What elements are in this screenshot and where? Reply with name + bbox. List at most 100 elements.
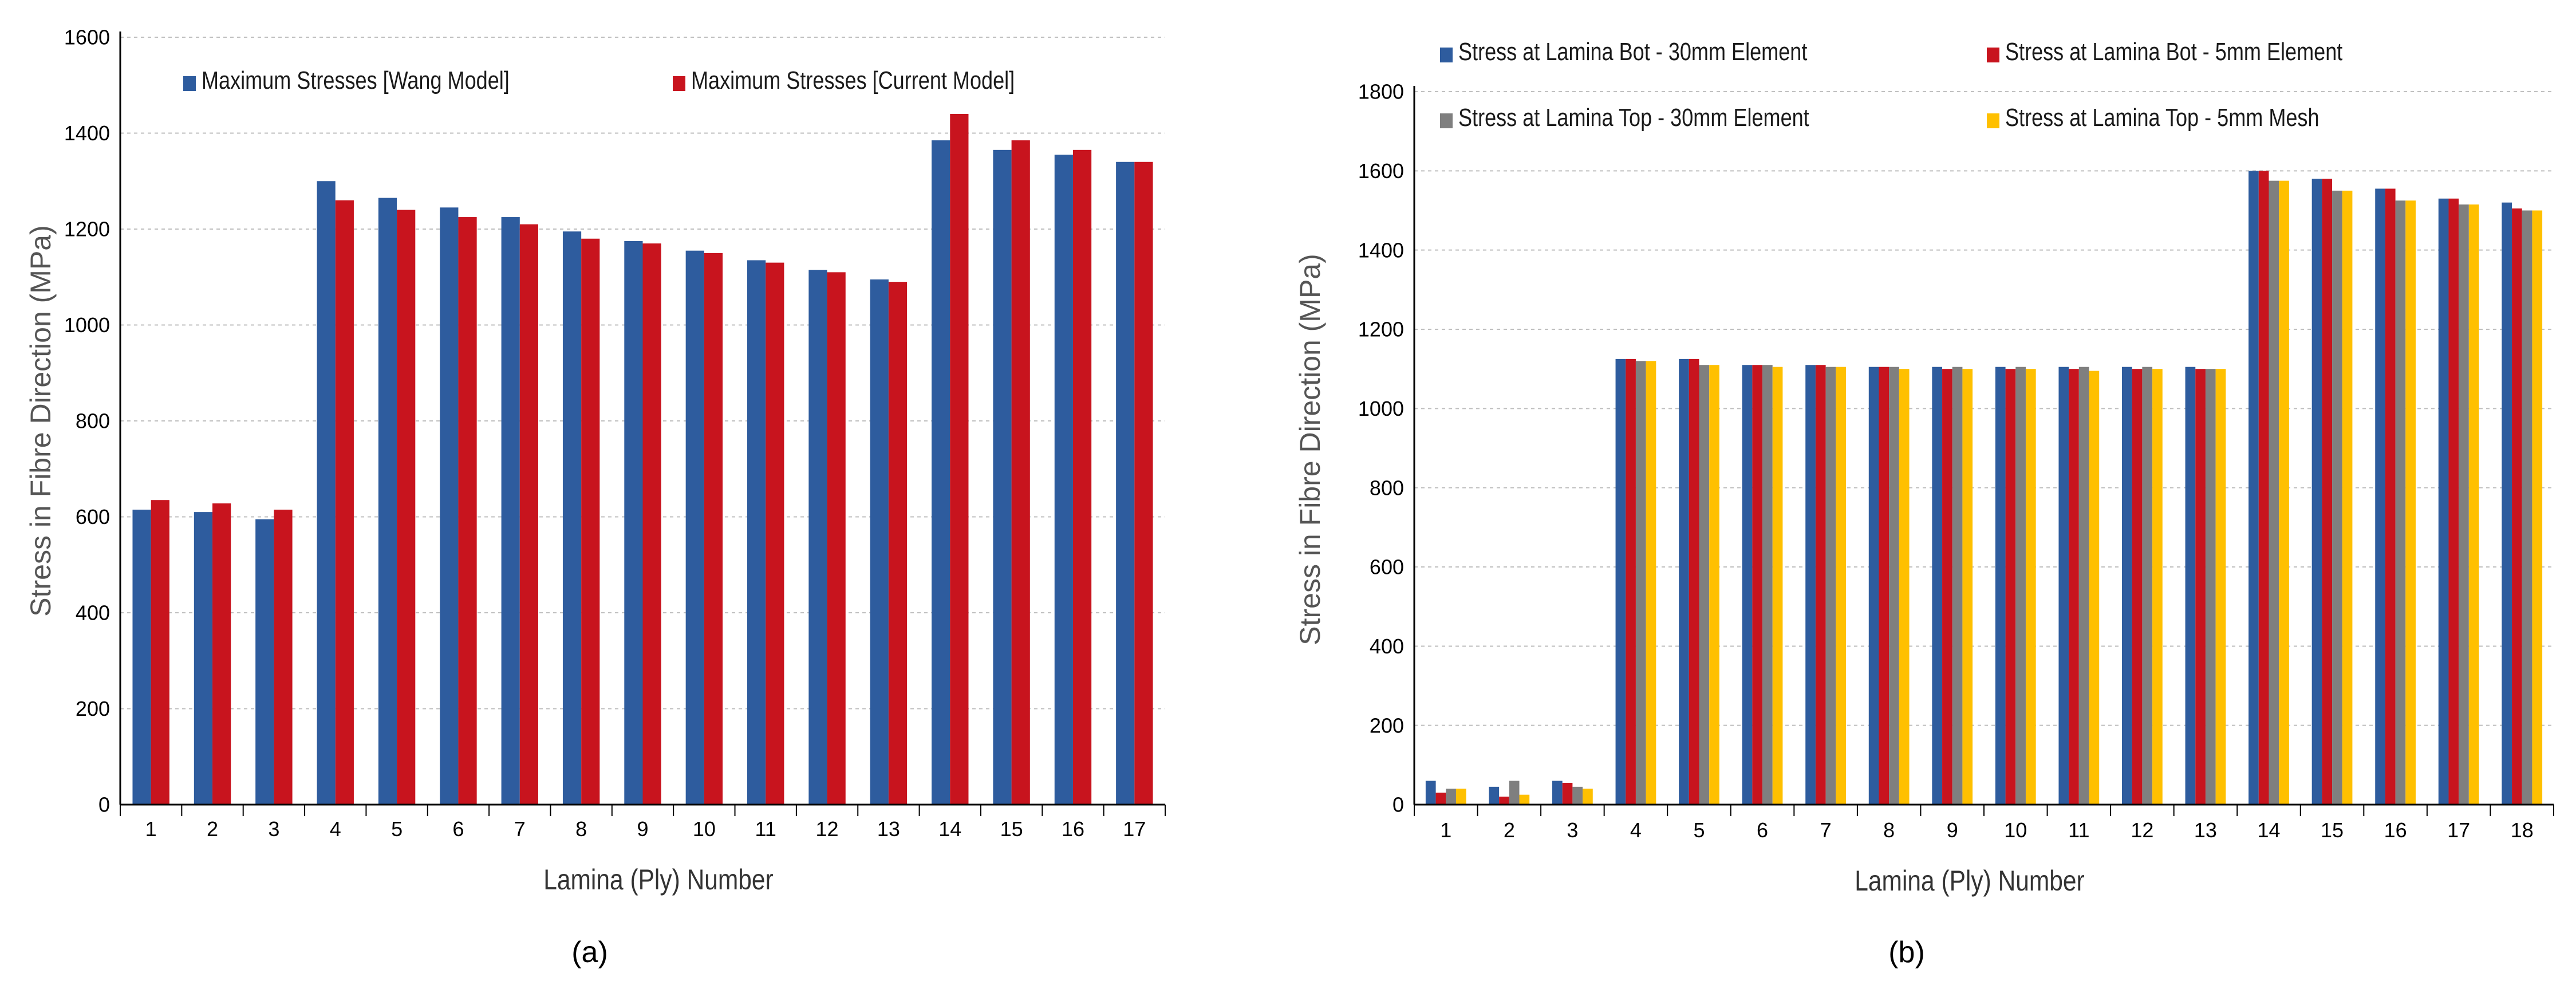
bar-3-6 bbox=[1762, 365, 1773, 805]
legend-swatch-3 bbox=[1440, 113, 1453, 128]
bar-4-11 bbox=[2089, 371, 2100, 805]
bar-3-14 bbox=[2269, 180, 2279, 805]
bar-2-3 bbox=[274, 509, 293, 805]
x-tick-label: 4 bbox=[1630, 818, 1642, 842]
bar-3-9 bbox=[1952, 367, 1963, 805]
y-tick-label: 1800 bbox=[1358, 80, 1404, 104]
bar-1-10 bbox=[685, 250, 704, 805]
bar-4-9 bbox=[1962, 369, 1973, 805]
legend-label-1: Stress at Lamina Bot - 30mm Element bbox=[1458, 38, 1807, 66]
bar-3-10 bbox=[2015, 367, 2026, 805]
x-tick-label: 12 bbox=[2131, 818, 2153, 842]
x-tick-label: 3 bbox=[1567, 818, 1578, 842]
bar-2-9 bbox=[1942, 369, 1952, 805]
legend-swatch-1 bbox=[183, 76, 196, 91]
bar-1-3 bbox=[1552, 781, 1563, 805]
legend-label-1: Maximum Stresses [Wang Model] bbox=[202, 66, 510, 94]
bar-2-10 bbox=[2005, 369, 2016, 805]
bar-2-11 bbox=[766, 262, 784, 805]
bar-4-13 bbox=[2215, 369, 2226, 805]
legend-label-3: Stress at Lamina Top - 30mm Element bbox=[1458, 104, 1809, 132]
bar-2-14 bbox=[2258, 171, 2269, 805]
bar-4-3 bbox=[1583, 789, 1593, 805]
x-tick-label: 10 bbox=[2004, 818, 2027, 842]
y-tick-label: 1600 bbox=[64, 26, 110, 49]
x-tick-label: 1 bbox=[145, 817, 157, 841]
bar-2-8 bbox=[581, 238, 600, 805]
bar-1-5 bbox=[1679, 358, 1689, 805]
x-tick-label: 3 bbox=[268, 817, 279, 841]
bar-2-12 bbox=[2132, 369, 2143, 805]
bar-1-1 bbox=[1425, 781, 1436, 805]
bar-4-10 bbox=[2025, 369, 2036, 805]
y-tick-label: 1400 bbox=[1358, 238, 1404, 262]
bar-1-8 bbox=[562, 231, 582, 805]
bar-1-17 bbox=[1116, 161, 1135, 805]
bar-2-2 bbox=[1499, 797, 1509, 805]
bar-4-2 bbox=[1519, 794, 1530, 805]
bar-3-15 bbox=[2332, 190, 2342, 805]
y-tick-label: 1400 bbox=[64, 121, 110, 145]
y-tick-label: 600 bbox=[76, 505, 110, 529]
x-tick-label: 15 bbox=[1000, 817, 1023, 841]
bar-1-2 bbox=[194, 512, 213, 805]
bar-2-16 bbox=[2385, 188, 2396, 805]
bar-4-16 bbox=[2405, 200, 2416, 805]
bar-1-9 bbox=[1932, 367, 1943, 805]
legend-label-4: Stress at Lamina Top - 5mm Mesh bbox=[2005, 104, 2319, 132]
x-tick-label: 13 bbox=[2194, 818, 2217, 842]
bar-3-7 bbox=[1825, 367, 1836, 805]
bar-1-7 bbox=[501, 217, 520, 805]
x-tick-label: 17 bbox=[1123, 817, 1146, 841]
bar-3-11 bbox=[2078, 367, 2089, 805]
bar-3-8 bbox=[1889, 367, 1899, 805]
bar-1-5 bbox=[378, 198, 397, 805]
bar-1-12 bbox=[2122, 367, 2132, 805]
bar-1-16 bbox=[1054, 155, 1073, 805]
bar-1-14 bbox=[2248, 171, 2259, 805]
y-tick-label: 1000 bbox=[1358, 397, 1404, 420]
y-tick-label: 800 bbox=[76, 409, 110, 433]
bar-3-3 bbox=[1572, 786, 1583, 805]
x-tick-label: 16 bbox=[1062, 817, 1084, 841]
bar-1-13 bbox=[870, 279, 889, 805]
legend-swatch-2 bbox=[673, 76, 685, 91]
x-tick-label: 7 bbox=[514, 817, 526, 841]
bar-2-4 bbox=[335, 200, 354, 805]
bar-3-13 bbox=[2205, 369, 2216, 805]
bar-1-15 bbox=[2311, 179, 2322, 805]
bar-2-3 bbox=[1562, 782, 1573, 805]
bar-2-17 bbox=[2448, 198, 2459, 805]
x-tick-label: 11 bbox=[2068, 818, 2089, 842]
legend-swatch-4 bbox=[1987, 113, 1999, 128]
x-tick-label: 12 bbox=[816, 817, 839, 841]
bar-2-10 bbox=[704, 253, 723, 805]
bar-2-11 bbox=[2069, 369, 2079, 805]
bar-4-1 bbox=[1455, 789, 1466, 805]
bar-1-11 bbox=[747, 260, 766, 805]
x-tick-label: 2 bbox=[1504, 818, 1515, 842]
x-tick-label: 11 bbox=[755, 817, 776, 841]
bar-2-14 bbox=[950, 114, 969, 805]
bar-4-5 bbox=[1709, 365, 1719, 805]
bar-1-12 bbox=[808, 270, 827, 805]
bar-1-8 bbox=[1868, 367, 1879, 805]
bar-1-15 bbox=[993, 149, 1012, 805]
y-tick-label: 200 bbox=[76, 697, 110, 720]
panel-caption: (a) bbox=[571, 936, 608, 969]
panel-caption: (b) bbox=[1888, 936, 1925, 969]
y-tick-label: 800 bbox=[1370, 476, 1404, 499]
x-tick-label: 6 bbox=[452, 817, 464, 841]
x-tick-label: 1 bbox=[1440, 818, 1451, 842]
bar-2-5 bbox=[1689, 358, 1699, 805]
bar-4-15 bbox=[2342, 190, 2353, 805]
bar-2-6 bbox=[458, 217, 477, 805]
bar-4-18 bbox=[2532, 210, 2543, 805]
bar-2-15 bbox=[2322, 179, 2333, 805]
y-tick-label: 0 bbox=[98, 793, 110, 817]
x-tick-label: 14 bbox=[2257, 818, 2280, 842]
bar-2-7 bbox=[519, 224, 538, 805]
legend-swatch-2 bbox=[1987, 48, 1999, 62]
bar-4-8 bbox=[1899, 369, 1910, 805]
bar-1-10 bbox=[1995, 367, 2006, 805]
